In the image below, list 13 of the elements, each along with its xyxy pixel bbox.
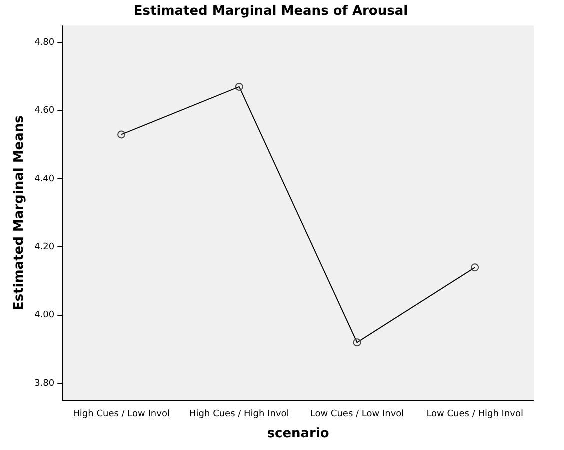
y-tick-label: 4.40 xyxy=(34,174,55,184)
chart-title: Estimated Marginal Means of Arousal xyxy=(134,4,408,20)
x-tick-label: High Cues / High Invol xyxy=(190,409,290,420)
x-axis-title: scenario xyxy=(267,426,330,442)
y-tick-label: 4.00 xyxy=(34,310,55,321)
x-tick-label: Low Cues / High Invol xyxy=(426,409,524,420)
y-axis-title: Estimated Marginal Means xyxy=(12,115,28,311)
y-tick-label: 4.60 xyxy=(34,106,55,116)
y-tick-label: 4.80 xyxy=(34,38,55,48)
y-tick-label: 4.20 xyxy=(34,242,55,253)
x-tick-label: Low Cues / Low Invol xyxy=(310,409,404,420)
x-tick-label: High Cues / Low Invol xyxy=(73,409,170,420)
y-tick-label: 3.80 xyxy=(34,378,55,389)
